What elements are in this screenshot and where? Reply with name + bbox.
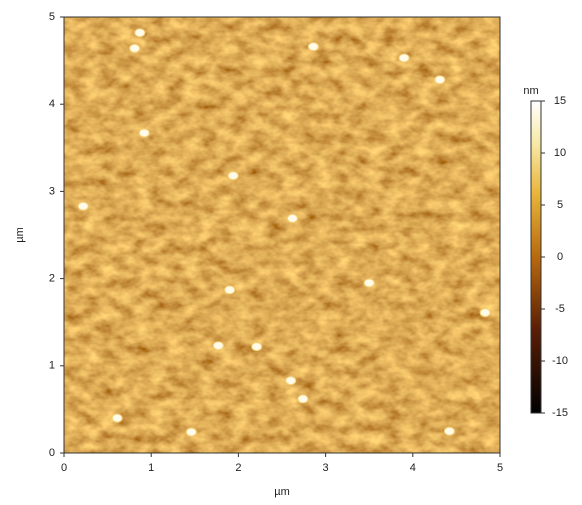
particle [398,53,410,63]
particle [251,342,263,352]
y-tick-label: 3 [49,185,55,197]
y-tick-label: 4 [49,98,55,110]
particle [443,426,455,436]
colorbar-label: nm [523,85,538,97]
particle [479,308,491,318]
particle [185,427,197,437]
x-axis-label: µm [274,486,290,498]
particle [129,43,141,53]
y-tick-label: 1 [49,360,55,372]
plot-frame [63,16,501,454]
y-tick-label: 2 [49,273,55,285]
particle [285,376,297,386]
particle [363,278,375,288]
particle [224,285,236,295]
particle [138,128,150,138]
x-tick-label: 2 [235,462,241,474]
y-tick-label: 5 [49,11,55,23]
colorbar-tick-label: -10 [552,355,568,367]
afm-image [64,17,500,453]
y-axis-label: µm [14,227,26,243]
colorbar-tick-label: 10 [554,147,566,159]
colorbar [530,100,542,414]
particle [434,75,446,85]
particle [134,28,146,38]
colorbar-tick-label: -5 [555,303,565,315]
x-tick-label: 0 [61,462,67,474]
x-tick-label: 1 [148,462,154,474]
particle [111,413,123,423]
colorbar-tick-label: -15 [552,407,568,419]
particle [297,394,309,404]
colorbar-tick-label: 5 [557,199,563,211]
particle [307,42,319,52]
particle [227,171,239,181]
x-tick-label: 5 [497,462,503,474]
particle [286,213,298,223]
colorbar-tick-label: 15 [554,95,566,107]
particle [77,201,89,211]
colorbar-tick-label: 0 [557,251,563,263]
x-tick-label: 4 [410,462,416,474]
y-tick-label: 0 [49,447,55,459]
x-tick-label: 3 [323,462,329,474]
particle [212,341,224,351]
